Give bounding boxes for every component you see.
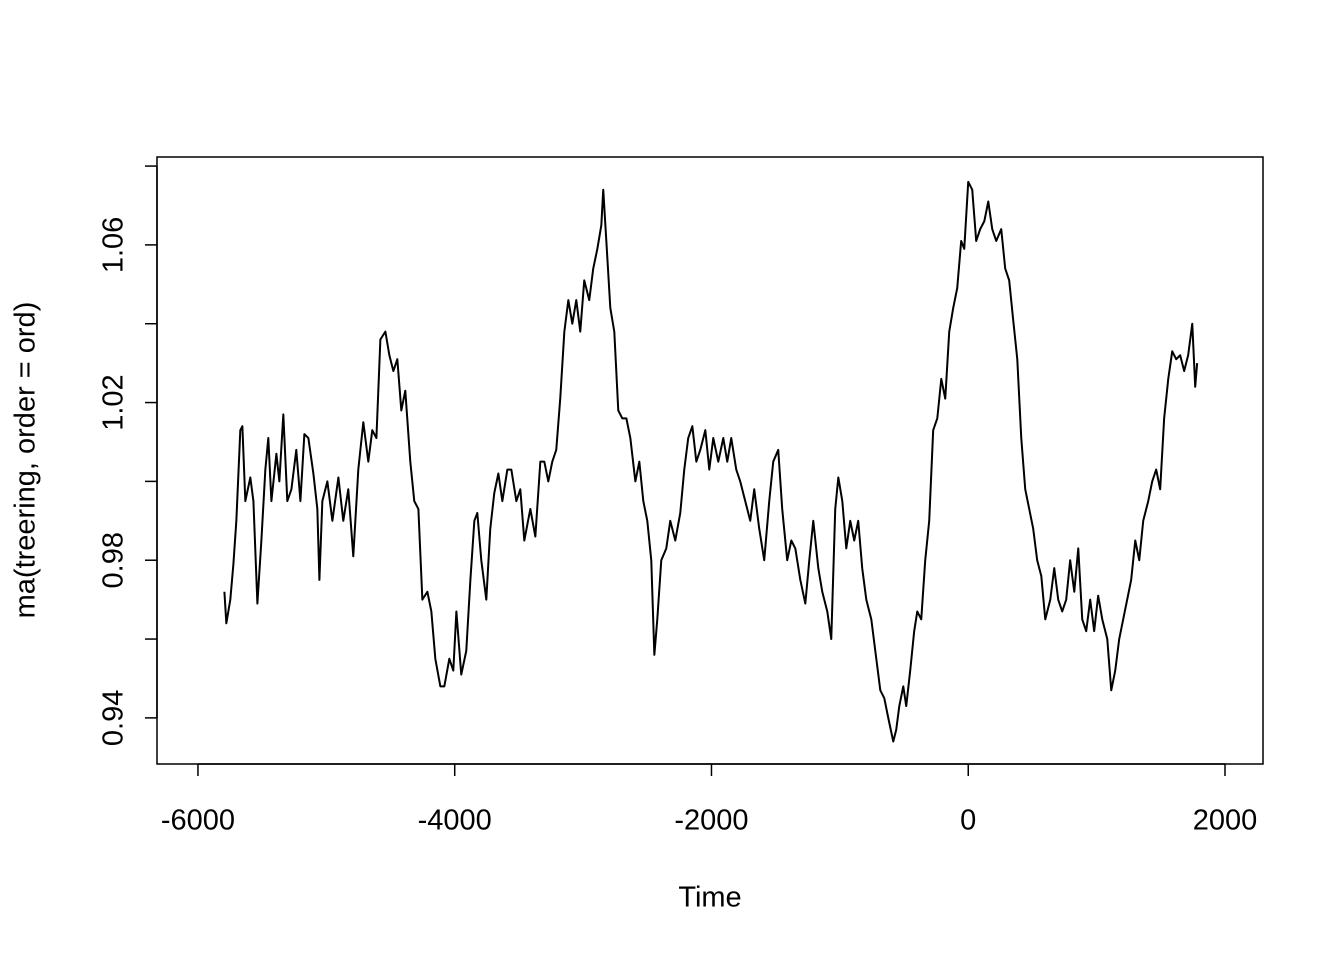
series-line	[223, 180, 1199, 743]
y-tick-label: 1.02	[98, 374, 130, 430]
y-tick-label: 0.98	[98, 532, 130, 588]
x-tick-label: 2000	[1193, 805, 1258, 837]
x-tick-label: 0	[960, 805, 976, 837]
x-tick-label: -6000	[161, 805, 235, 837]
x-tick-label: -2000	[674, 805, 748, 837]
x-axis-label: Time	[678, 882, 741, 914]
x-tick-label: -4000	[418, 805, 492, 837]
y-axis-label: ma(treering, order = ord)	[10, 302, 42, 619]
y-tick-label: 0.94	[98, 690, 130, 746]
y-tick-label: 1.06	[98, 217, 130, 273]
